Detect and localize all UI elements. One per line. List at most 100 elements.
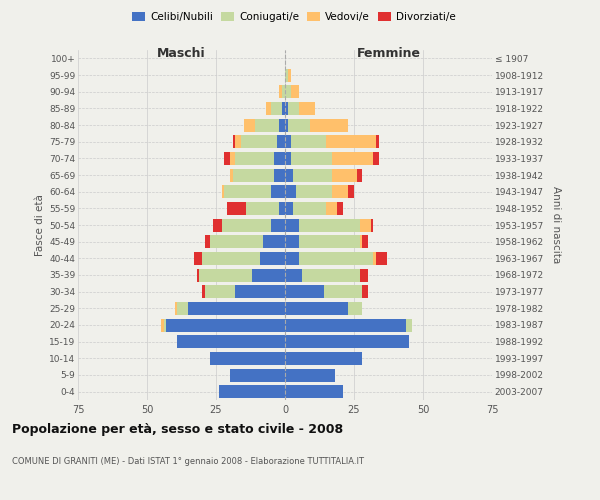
- Bar: [224, 185, 271, 198]
- Legend: Celibi/Nubili, Coniugati/e, Vedovi/e, Divorziati/e: Celibi/Nubili, Coniugati/e, Vedovi/e, Di…: [128, 8, 460, 26]
- Bar: [359, 268, 368, 281]
- Bar: [285, 202, 293, 215]
- Bar: [376, 252, 387, 265]
- Bar: [188, 302, 285, 315]
- Bar: [224, 152, 230, 165]
- Bar: [271, 185, 285, 198]
- Bar: [194, 252, 202, 265]
- Y-axis label: Anni di nascita: Anni di nascita: [551, 186, 560, 264]
- Bar: [359, 218, 371, 232]
- Bar: [406, 318, 412, 332]
- Bar: [271, 218, 285, 232]
- Bar: [205, 285, 235, 298]
- Bar: [161, 318, 164, 332]
- Bar: [280, 118, 285, 132]
- Bar: [332, 185, 349, 198]
- Bar: [290, 135, 326, 148]
- Bar: [285, 368, 335, 382]
- Bar: [299, 235, 359, 248]
- Text: Popolazione per età, sesso e stato civile - 2008: Popolazione per età, sesso e stato civil…: [12, 422, 343, 436]
- Bar: [299, 102, 316, 115]
- Bar: [285, 102, 288, 115]
- Bar: [211, 235, 263, 248]
- Bar: [285, 385, 343, 398]
- Bar: [175, 302, 178, 315]
- Bar: [233, 168, 274, 181]
- Bar: [199, 268, 252, 281]
- Bar: [310, 118, 349, 132]
- Bar: [326, 135, 376, 148]
- Bar: [349, 185, 354, 198]
- Bar: [285, 352, 362, 365]
- Bar: [266, 102, 271, 115]
- Bar: [285, 68, 288, 82]
- Bar: [241, 135, 277, 148]
- Bar: [164, 318, 166, 332]
- Y-axis label: Fasce di età: Fasce di età: [35, 194, 45, 256]
- Bar: [293, 202, 326, 215]
- Text: Maschi: Maschi: [157, 46, 206, 60]
- Bar: [285, 252, 299, 265]
- Bar: [288, 102, 299, 115]
- Bar: [221, 185, 224, 198]
- Bar: [285, 135, 290, 148]
- Bar: [323, 285, 362, 298]
- Bar: [282, 102, 285, 115]
- Text: COMUNE DI GRANITI (ME) - Dati ISTAT 1° gennaio 2008 - Elaborazione TUTTITALIA.IT: COMUNE DI GRANITI (ME) - Dati ISTAT 1° g…: [12, 458, 364, 466]
- Bar: [302, 268, 359, 281]
- Bar: [285, 168, 293, 181]
- Bar: [205, 235, 211, 248]
- Bar: [296, 185, 332, 198]
- Bar: [230, 368, 285, 382]
- Bar: [326, 202, 337, 215]
- Bar: [371, 218, 373, 232]
- Bar: [277, 135, 285, 148]
- Bar: [263, 235, 285, 248]
- Bar: [178, 302, 188, 315]
- Bar: [202, 285, 205, 298]
- Bar: [288, 68, 290, 82]
- Bar: [373, 252, 376, 265]
- Bar: [227, 202, 247, 215]
- Bar: [285, 152, 290, 165]
- Bar: [282, 85, 285, 98]
- Bar: [349, 302, 362, 315]
- Bar: [280, 85, 282, 98]
- Bar: [373, 152, 379, 165]
- Bar: [274, 152, 285, 165]
- Bar: [235, 152, 274, 165]
- Bar: [280, 202, 285, 215]
- Bar: [274, 168, 285, 181]
- Bar: [359, 235, 362, 248]
- Bar: [285, 85, 290, 98]
- Bar: [299, 252, 373, 265]
- Bar: [271, 102, 282, 115]
- Bar: [362, 235, 368, 248]
- Bar: [285, 268, 302, 281]
- Bar: [197, 268, 199, 281]
- Bar: [285, 218, 299, 232]
- Text: Femmine: Femmine: [356, 46, 421, 60]
- Bar: [247, 202, 280, 215]
- Bar: [299, 218, 359, 232]
- Bar: [332, 168, 357, 181]
- Bar: [285, 118, 288, 132]
- Bar: [285, 185, 296, 198]
- Bar: [285, 335, 409, 348]
- Bar: [288, 118, 310, 132]
- Bar: [337, 202, 343, 215]
- Bar: [221, 218, 271, 232]
- Bar: [230, 168, 233, 181]
- Bar: [290, 152, 332, 165]
- Bar: [252, 268, 285, 281]
- Bar: [376, 135, 379, 148]
- Bar: [219, 385, 285, 398]
- Bar: [235, 285, 285, 298]
- Bar: [233, 135, 235, 148]
- Bar: [254, 118, 280, 132]
- Bar: [230, 152, 235, 165]
- Bar: [202, 252, 260, 265]
- Bar: [285, 302, 349, 315]
- Bar: [362, 285, 368, 298]
- Bar: [357, 168, 362, 181]
